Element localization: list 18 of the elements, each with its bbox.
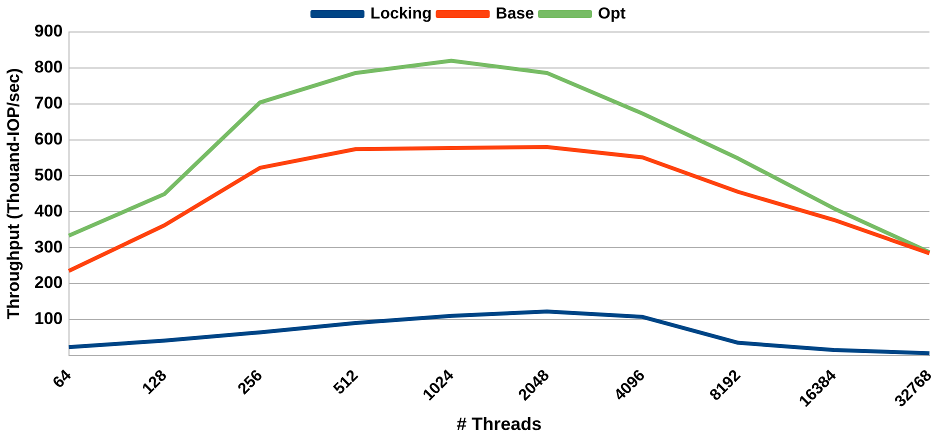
y-tick-label: 800: [34, 58, 63, 77]
x-tick-label: 512: [330, 367, 362, 398]
legend-label: Opt: [598, 5, 626, 22]
y-tick-label: 300: [34, 237, 63, 256]
y-tick-label: 100: [34, 309, 63, 328]
y-tick-label: 500: [34, 165, 63, 184]
x-tick-label: 64: [50, 367, 75, 392]
x-tick-label: 128: [139, 367, 170, 398]
legend-label: Locking: [370, 5, 432, 22]
y-axis-title: Throughput (Thouand-IOP/sec): [4, 68, 23, 320]
y-tick-label: 200: [34, 273, 63, 292]
y-tick-label: 900: [34, 22, 63, 41]
y-tick-label: 400: [34, 201, 63, 220]
y-tick-label: 700: [34, 94, 63, 113]
x-tick-label: 256: [235, 367, 266, 398]
legend-label: Base: [496, 5, 534, 22]
y-tick-label: 600: [34, 129, 63, 148]
x-axis-title: # Threads: [456, 414, 542, 434]
